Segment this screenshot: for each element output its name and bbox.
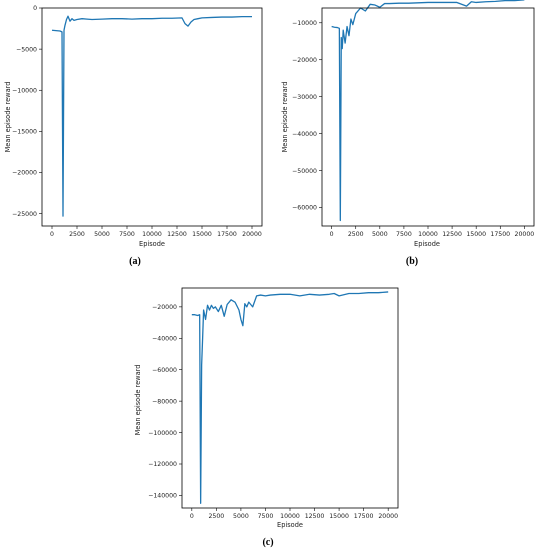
ylabel-c: Mean episode reward (134, 365, 142, 436)
xlabel-c: Episode (277, 521, 303, 529)
panel-b: 0 2500 5000 7500 10000 12500 15000 17500 20000 −1… (281, 0, 535, 267)
ytick-label-b-3: −40000 (292, 131, 317, 138)
ytick-label-a-5: −25000 (12, 211, 37, 218)
xtick-label-c-3: 7500 (258, 513, 274, 520)
ytick-label-a-2: −10000 (12, 87, 37, 94)
panel-label-b: (b) (406, 256, 418, 267)
plot-area-a: 0 2500 5000 7500 10000 12500 15000 17500 20000 0 −… (12, 5, 263, 238)
ytick-label-b-4: −50000 (292, 168, 317, 175)
xtick-label-c-7: 17500 (354, 513, 374, 520)
xtick-label-a-6: 15000 (192, 231, 212, 238)
xtick-label-b-0: 0 (330, 231, 334, 238)
plot-area-c: 0 2500 5000 7500 10000 12500 15000 17500 20000 −2… (148, 287, 399, 520)
xtick-label-b-6: 15000 (466, 231, 486, 238)
panel-label-c: (c) (262, 537, 273, 548)
xtick-label-c-4: 10000 (280, 513, 300, 520)
ytick-label-c-0: −20000 (152, 304, 177, 311)
ylabel-b: Mean episode reward (281, 82, 289, 153)
ytick-label-b-0: −10000 (292, 20, 317, 27)
ytick-label-a-0: 0 (33, 5, 37, 12)
axes-frame-b (321, 7, 535, 227)
ylabel-a: Mean episode reward (4, 82, 12, 153)
panel-c: 0 2500 5000 7500 10000 12500 15000 17500 20000 −2… (134, 287, 399, 548)
xtick-label-b-8: 20000 (515, 231, 535, 238)
axes-frame-a (41, 7, 263, 227)
xlabel-b: Episode (414, 240, 440, 248)
xtick-label-b-7: 17500 (490, 231, 510, 238)
series-line-c-0 (191, 291, 389, 504)
ytick-label-a-1: −5000 (16, 46, 37, 53)
ytick-label-b-1: −20000 (292, 57, 317, 64)
xtick-label-b-3: 7500 (396, 231, 412, 238)
xtick-label-a-0: 0 (50, 231, 54, 238)
series-line-b-0 (331, 0, 525, 222)
xtick-label-a-5: 12500 (167, 231, 187, 238)
panel-label-a: (a) (129, 256, 141, 267)
ytick-label-a-3: −15000 (12, 129, 37, 136)
plot-area-b: 0 2500 5000 7500 10000 12500 15000 17500 20000 −1… (292, 0, 535, 238)
ytick-label-b-5: −60000 (292, 205, 317, 212)
ytick-label-c-1: −40000 (152, 335, 177, 342)
ytick-label-b-2: −30000 (292, 94, 317, 101)
xtick-label-a-4: 10000 (142, 231, 162, 238)
ytick-label-c-3: −80000 (152, 398, 177, 405)
xlabel-a: Episode (139, 240, 165, 248)
axes-frame-c (181, 287, 399, 509)
xtick-label-c-1: 2500 (208, 513, 224, 520)
panel-a: 0 2500 5000 7500 10000 12500 15000 17500 20000 0 −… (4, 5, 263, 267)
xtick-label-b-2: 5000 (372, 231, 388, 238)
xtick-label-a-1: 2500 (69, 231, 85, 238)
series-line-a-0 (51, 15, 252, 217)
xtick-label-c-6: 15000 (329, 513, 349, 520)
xtick-label-c-8: 20000 (378, 513, 398, 520)
ytick-label-c-5: −120000 (148, 461, 177, 468)
xtick-label-b-4: 10000 (418, 231, 438, 238)
xtick-label-c-0: 0 (190, 513, 194, 520)
xtick-label-a-3: 7500 (119, 231, 135, 238)
xtick-label-c-5: 12500 (305, 513, 325, 520)
ytick-label-c-6: −140000 (148, 493, 177, 500)
ytick-label-a-4: −20000 (12, 170, 37, 177)
xtick-label-b-5: 12500 (442, 231, 462, 238)
xtick-label-a-7: 17500 (217, 231, 237, 238)
xtick-label-b-1: 2500 (348, 231, 364, 238)
xtick-label-c-2: 5000 (233, 513, 249, 520)
ytick-label-c-2: −60000 (152, 367, 177, 374)
ytick-label-c-4: −100000 (148, 430, 177, 437)
xtick-label-a-8: 20000 (242, 231, 262, 238)
xtick-label-a-2: 5000 (94, 231, 110, 238)
